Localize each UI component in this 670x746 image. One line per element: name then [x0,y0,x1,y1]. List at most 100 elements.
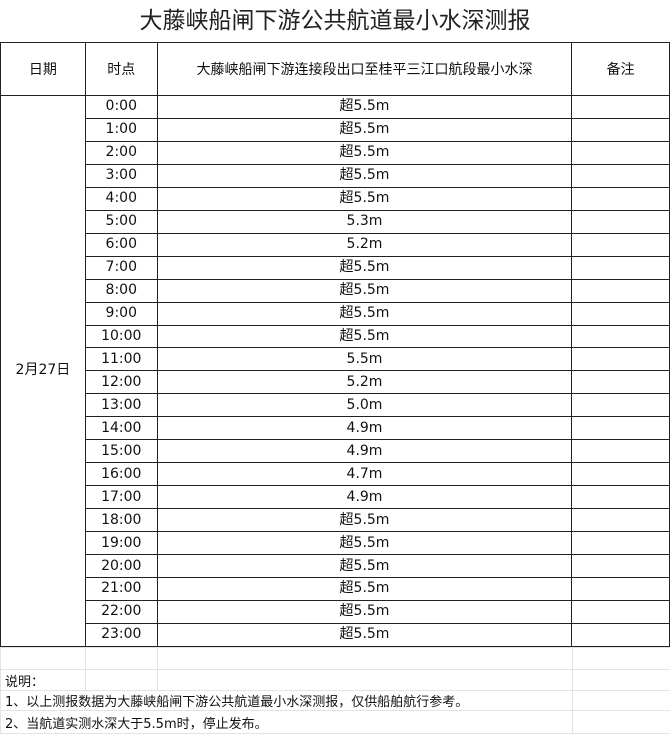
table-row: 15:00 4.9m [1,439,670,464]
depth-cell: 超5.5m [156,278,573,303]
time-cell: 17:00 [84,485,158,510]
remark-cell [571,163,670,188]
depth-cell: 超5.5m [156,508,573,533]
time-cell: 5:00 [84,209,158,234]
depth-cell: 5.2m [156,370,573,395]
depth-cell: 超5.5m [156,622,573,647]
notes-table: 说明： 1、以上测报数据为大藤峡船闸下游公共航道最小水深测报，仅供船舶航行参考。… [0,647,670,734]
table-row: 10:00 超5.5m [1,324,670,349]
table-row: 4:00 超5.5m [1,186,670,211]
remark-cell [571,439,670,464]
depth-cell: 超5.5m [156,577,573,601]
remark-cell [571,370,670,395]
table-row: 12:00 5.2m [1,370,670,395]
remark-cell [571,393,670,418]
depth-cell: 超5.5m [156,163,573,188]
table-row: 17:00 4.9m [1,485,670,510]
time-cell: 9:00 [84,301,158,326]
remark-cell [571,508,670,533]
time-cell: 20:00 [84,554,158,579]
remark-cell [571,95,670,119]
header-date: 日期 [0,42,86,96]
depth-cell: 超5.5m [156,599,573,624]
table-row: 14:00 4.9m [1,416,670,441]
depth-cell: 超5.5m [156,117,573,142]
remark-cell [571,324,670,349]
time-cell: 15:00 [84,439,158,464]
time-cell: 23:00 [84,622,158,647]
depth-cell: 5.2m [156,232,573,257]
remark-cell [571,485,670,510]
time-cell: 3:00 [84,163,158,188]
time-cell: 18:00 [84,508,158,533]
table-row: 20:00 超5.5m [1,554,670,579]
report-title: 大藤峡船闸下游公共航道最小水深测报 [139,8,531,34]
table-row: 8:00 超5.5m [1,278,670,303]
remark-cell [571,347,670,372]
depth-table: 日期 时点 大藤峡船闸下游连接段出口至桂平三江口航段最小水深 备注 2月27日 0… [0,42,670,647]
remark-cell [571,117,670,142]
table-row: 21:00 超5.5m [1,577,670,601]
header-row: 日期 时点 大藤峡船闸下游连接段出口至桂平三江口航段最小水深 备注 [0,42,670,96]
depth-cell: 超5.5m [156,324,573,349]
depth-cell: 4.9m [156,485,573,510]
depth-cell: 超5.5m [156,186,573,211]
remark-cell [571,186,670,211]
table-row: 2:00 超5.5m [1,140,670,165]
table-row: 5:00 5.3m [1,209,670,234]
time-cell: 14:00 [84,416,158,441]
time-cell: 12:00 [84,370,158,395]
remark-cell [571,140,670,165]
time-cell: 21:00 [84,577,158,601]
table-row: 3:00 超5.5m [1,163,670,188]
remark-cell [571,255,670,280]
remark-cell [571,416,670,441]
depth-cell: 超5.5m [156,255,573,280]
depth-cell: 超5.5m [156,301,573,326]
time-cell: 10:00 [84,324,158,349]
note-item: 2、当航道实测水深大于5.5m时，停止发布。 [0,710,573,734]
depth-cell: 4.9m [156,439,573,464]
remark-cell [571,232,670,257]
table-row: 23:00 超5.5m [1,622,670,647]
header-depth: 大藤峡船闸下游连接段出口至桂平三江口航段最小水深 [156,42,573,96]
time-cell: 6:00 [84,232,158,257]
time-cell: 19:00 [84,531,158,556]
table-row: 2月27日 0:00 超5.5m [0,95,670,647]
remark-cell [571,554,670,579]
depth-cell: 超5.5m [156,140,573,165]
depth-cell: 超5.5m [156,554,573,579]
depth-cell: 5.3m [156,209,573,234]
time-cell: 1:00 [84,117,158,142]
table-row: 18:00 超5.5m [1,508,670,533]
depth-cell: 超5.5m [156,95,573,119]
remark-cell [571,577,670,601]
depth-cell: 5.5m [156,347,573,372]
remark-cell [571,599,670,624]
time-cell: 8:00 [84,278,158,303]
table-row: 16:00 4.7m [1,462,670,487]
table-row: 6:00 5.2m [1,232,670,257]
remark-cell [571,278,670,303]
table-row: 1:00 超5.5m [1,117,670,142]
notes-heading: 说明： [0,669,86,691]
remark-cell [571,462,670,487]
time-cell: 4:00 [84,186,158,211]
depth-cell: 4.7m [156,462,573,487]
header-remark: 备注 [571,42,670,96]
remark-cell [571,531,670,556]
depth-cell: 5.0m [156,393,573,418]
depth-cell: 超5.5m [156,531,573,556]
table-row: 13:00 5.0m [1,393,670,418]
table-row: 19:00 超5.5m [1,531,670,556]
depth-cell: 4.9m [156,416,573,441]
date-cell: 2月27日 [0,95,86,647]
table-row: 9:00 超5.5m [1,301,670,326]
note-item: 1、以上测报数据为大藤峡船闸下游公共航道最小水深测报，仅供船舶航行参考。 [0,690,573,711]
remark-cell [571,301,670,326]
time-cell: 2:00 [84,140,158,165]
time-cell: 16:00 [84,462,158,487]
time-cell: 7:00 [84,255,158,280]
time-cell: 11:00 [84,347,158,372]
table-row: 11:00 5.5m [1,347,670,372]
